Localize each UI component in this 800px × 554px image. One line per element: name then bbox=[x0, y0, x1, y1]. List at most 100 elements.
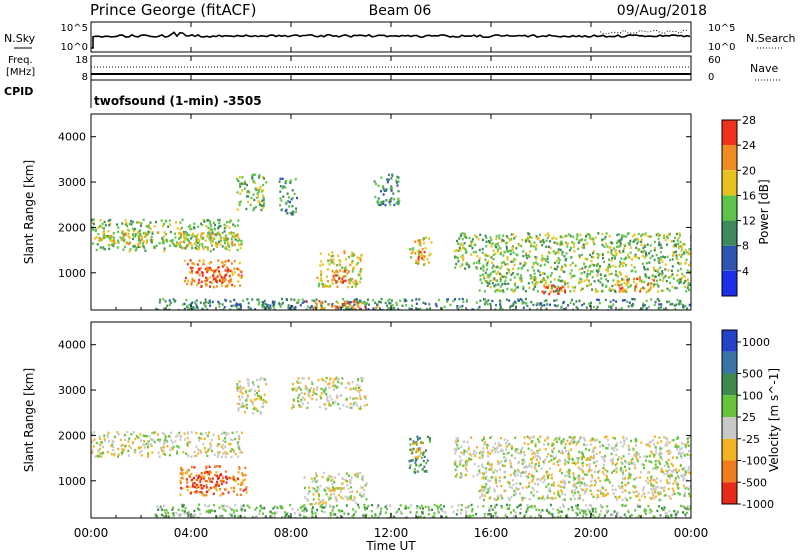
power-cell bbox=[377, 197, 380, 200]
velocity-cell bbox=[655, 466, 658, 469]
velocity-cell bbox=[490, 515, 493, 518]
power-cell bbox=[206, 279, 209, 282]
power-cell bbox=[522, 301, 525, 304]
velocity-cell bbox=[344, 495, 347, 498]
velocity-cell bbox=[360, 486, 363, 489]
velocity-cell bbox=[419, 447, 422, 450]
power-cell bbox=[108, 224, 111, 227]
power-cell bbox=[643, 249, 646, 253]
power-cell bbox=[495, 272, 498, 275]
velocity-cell bbox=[573, 440, 576, 444]
velocity-cell bbox=[191, 485, 194, 488]
power-cell bbox=[538, 271, 541, 274]
power-cell bbox=[166, 304, 169, 307]
power-cell bbox=[496, 250, 499, 253]
velocity-cell bbox=[418, 454, 421, 458]
velocity-cell bbox=[524, 496, 527, 500]
velocity-cell bbox=[265, 400, 268, 404]
velocity-cell bbox=[589, 455, 592, 458]
power-cell bbox=[213, 237, 216, 240]
velocity-cell bbox=[621, 490, 624, 494]
velocity-cell bbox=[358, 407, 361, 410]
velocity-cell bbox=[240, 388, 243, 391]
velocity-cell bbox=[488, 512, 490, 516]
power-cell bbox=[456, 257, 459, 260]
velocity-cell bbox=[222, 476, 224, 479]
power-cell bbox=[208, 232, 210, 235]
velocity-cell bbox=[197, 452, 200, 455]
velocity-cell bbox=[197, 484, 200, 487]
power-cell bbox=[262, 303, 264, 307]
power-cell bbox=[496, 279, 498, 282]
velocity-cell bbox=[181, 509, 184, 512]
velocity-cell bbox=[198, 508, 201, 512]
power-cell bbox=[502, 239, 505, 243]
power-cell bbox=[215, 277, 218, 280]
velocity-cell bbox=[648, 511, 651, 515]
velocity-cell bbox=[596, 460, 598, 463]
power-cell bbox=[351, 259, 354, 263]
power-cell bbox=[191, 247, 193, 250]
velocity-cell bbox=[297, 381, 300, 384]
velocity-cell bbox=[315, 474, 318, 477]
velocity-cell bbox=[174, 440, 177, 443]
velocity-cell bbox=[453, 462, 456, 465]
velocity-cell bbox=[328, 487, 331, 490]
power-cell bbox=[228, 274, 231, 278]
velocity-cell bbox=[140, 439, 142, 442]
power-cell bbox=[197, 246, 200, 249]
velocity-cell bbox=[307, 390, 310, 393]
velocity-cell bbox=[681, 442, 683, 445]
power-cell bbox=[301, 301, 304, 304]
power-cell bbox=[588, 284, 591, 287]
power-cell bbox=[592, 256, 595, 259]
power-cell bbox=[202, 308, 205, 310]
velocity-cell bbox=[110, 453, 113, 456]
velocity-cell bbox=[316, 393, 319, 396]
power-cell bbox=[374, 195, 377, 199]
velocity-cell bbox=[416, 448, 419, 451]
velocity-cell bbox=[686, 486, 689, 489]
velocity-cell bbox=[161, 448, 164, 452]
velocity-cell bbox=[581, 509, 584, 512]
power-cell bbox=[631, 302, 634, 306]
velocity-cell bbox=[667, 470, 669, 473]
power-cell bbox=[618, 265, 621, 268]
velocity-cell bbox=[561, 452, 564, 455]
velocity-cell bbox=[621, 477, 624, 480]
power-cell bbox=[623, 281, 626, 285]
velocity-cell bbox=[444, 511, 447, 514]
power-cell bbox=[687, 270, 690, 274]
velocity-cell bbox=[528, 464, 531, 468]
velocity-cell bbox=[688, 492, 690, 495]
velocity-cell bbox=[663, 494, 666, 497]
power-cell bbox=[522, 287, 525, 291]
velocity-cell bbox=[424, 505, 427, 509]
power-cell bbox=[677, 236, 680, 240]
velocity-cell bbox=[350, 406, 353, 410]
colorbar-swatch bbox=[722, 120, 737, 146]
velocity-cell bbox=[557, 492, 560, 495]
velocity-cell bbox=[465, 459, 468, 462]
power-cell bbox=[103, 233, 106, 236]
power-cell bbox=[535, 257, 538, 261]
power-cell bbox=[560, 305, 563, 308]
power-cell bbox=[202, 232, 205, 235]
velocity-cell bbox=[494, 512, 497, 515]
velocity-cell bbox=[236, 386, 239, 389]
velocity-cell bbox=[659, 479, 662, 483]
velocity-cell bbox=[332, 486, 334, 489]
velocity-cell bbox=[625, 437, 628, 440]
power-cell bbox=[657, 268, 660, 271]
velocity-cell bbox=[525, 510, 528, 514]
velocity-cell bbox=[371, 503, 374, 507]
velocity-cell bbox=[330, 479, 332, 482]
velocity-cell bbox=[265, 383, 267, 386]
power-cell bbox=[497, 283, 500, 286]
velocity-cell bbox=[472, 452, 475, 455]
velocity-cell bbox=[170, 431, 173, 434]
velocity-cell bbox=[425, 449, 427, 452]
velocity-cell bbox=[247, 381, 250, 385]
power-cell bbox=[586, 278, 589, 281]
power-cell bbox=[211, 237, 214, 240]
